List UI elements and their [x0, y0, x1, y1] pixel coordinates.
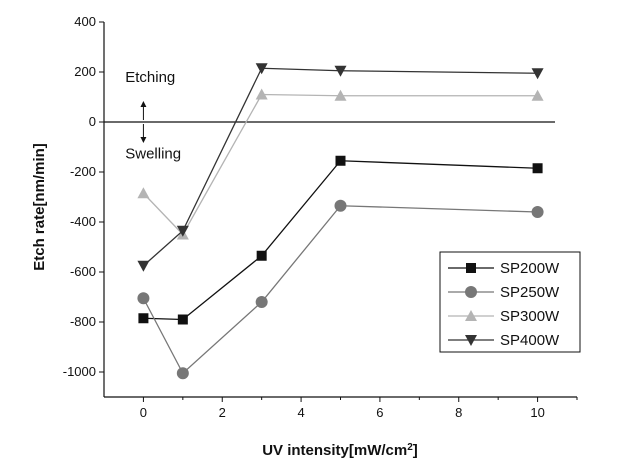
- y-tick-label: 0: [89, 114, 96, 129]
- x-tick-label: 4: [297, 405, 304, 420]
- legend-label: SP250W: [500, 284, 560, 301]
- y-axis-title: Etch rate[nm/min]: [31, 143, 48, 271]
- y-tick-label: 200: [74, 64, 96, 79]
- marker-square: [335, 155, 346, 166]
- legend-label: SP200W: [500, 260, 560, 277]
- marker-circle: [255, 296, 268, 308]
- marker-square: [256, 250, 267, 261]
- marker-triangle-down: [176, 225, 189, 237]
- y-tick-label: -600: [70, 264, 96, 279]
- marker-triangle-down: [465, 335, 477, 346]
- marker-circle: [531, 206, 544, 218]
- marker-circle: [137, 292, 150, 305]
- marker-triangle-up: [334, 89, 347, 101]
- x-axis-title-sup: 2: [407, 442, 413, 453]
- series-sp400w: [137, 63, 544, 272]
- x-tick-label: 2: [219, 405, 226, 420]
- annotations: Etching Swelling: [125, 69, 181, 162]
- marker-triangle-down: [334, 65, 347, 77]
- x-axis-title-end: ]: [413, 442, 418, 459]
- annotation-swelling: Swelling: [125, 145, 181, 162]
- legend-label: SP300W: [500, 308, 560, 325]
- marker-triangle-up: [255, 88, 268, 100]
- marker-circle: [176, 367, 189, 380]
- y-tick-label: -1000: [63, 364, 96, 379]
- marker-triangle-down: [531, 68, 544, 80]
- marker-circle: [465, 286, 477, 298]
- y-tick-label: -800: [70, 314, 96, 329]
- series-sp250w: [137, 199, 544, 380]
- x-tick-label: 8: [455, 405, 462, 420]
- marker-square: [138, 313, 149, 324]
- legend: SP200W SP250W SP300W SP400W: [439, 251, 581, 353]
- marker-square: [177, 314, 188, 325]
- x-axis-title: UV intensity[mW/cm2]: [262, 442, 418, 460]
- marker-square: [532, 163, 543, 174]
- x-tick-label: 10: [530, 405, 544, 420]
- marker-triangle-down: [255, 63, 268, 75]
- annotation-etching: Etching: [125, 69, 175, 86]
- marker-triangle-up: [465, 310, 477, 321]
- x-tick-label: 6: [376, 405, 383, 420]
- legend-label: SP400W: [500, 332, 560, 349]
- series-sp200w: [138, 155, 543, 325]
- x-tick-label: 0: [140, 405, 147, 420]
- marker-triangle-up: [137, 187, 150, 199]
- marker-circle: [334, 199, 347, 212]
- y-tick-label: -400: [70, 214, 96, 229]
- series-layer: [137, 63, 544, 380]
- x-axis-title-main: UV intensity[mW/cm: [262, 442, 407, 459]
- marker-triangle-up: [531, 89, 544, 101]
- marker-square: [466, 263, 476, 273]
- y-tick-label: -200: [70, 164, 96, 179]
- y-tick-label: 400: [74, 14, 96, 29]
- marker-triangle-down: [137, 260, 150, 272]
- legend-box: [439, 251, 581, 353]
- ticks: 400 200 0 -200 -400 -600 -800 -1000 0 2 4 6 8 10: [63, 14, 578, 420]
